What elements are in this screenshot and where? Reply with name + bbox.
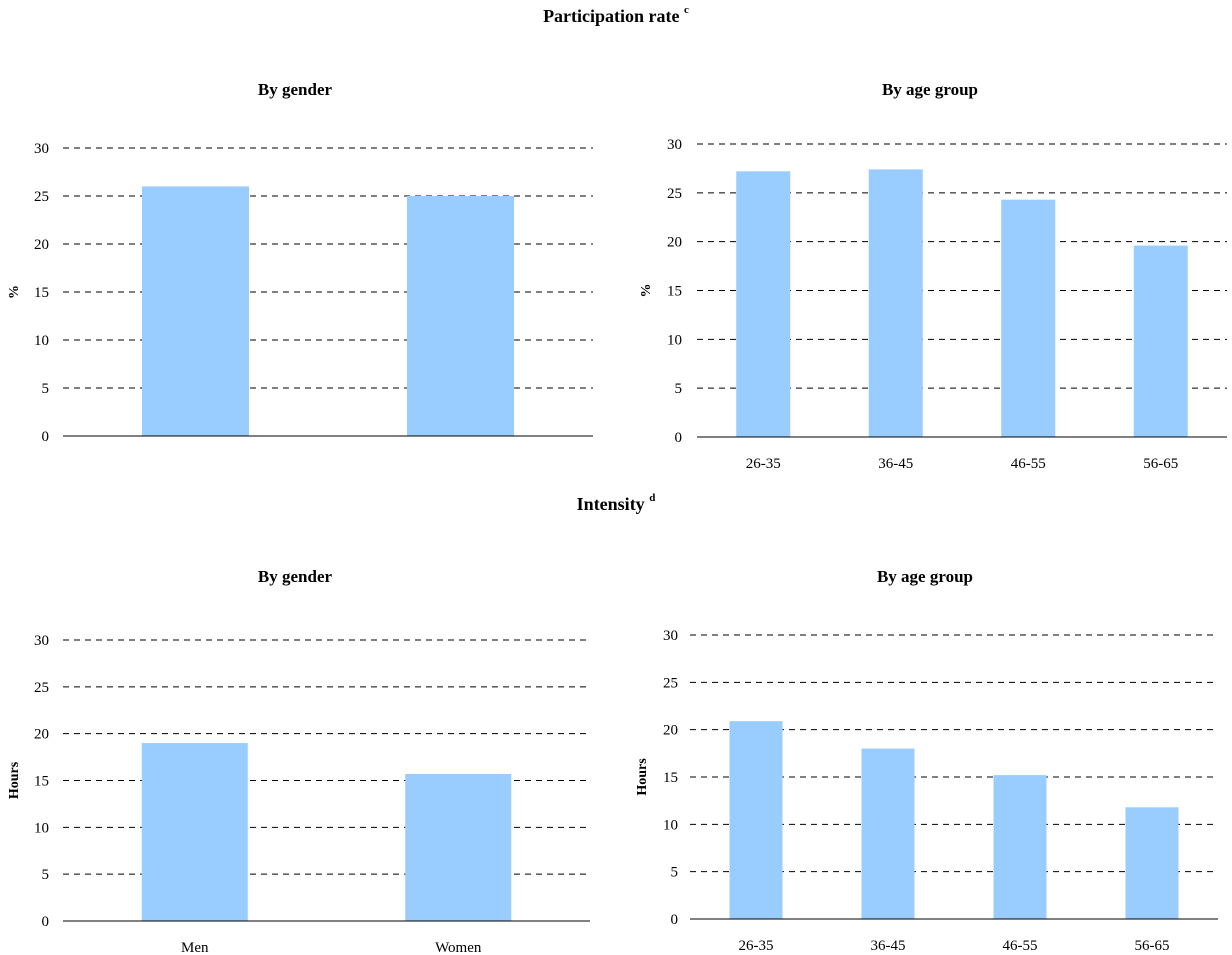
y-tick-label: 20 <box>667 235 682 251</box>
x-tick-label: 46-55 <box>1003 938 1038 954</box>
x-tick-label: 26-35 <box>746 456 781 472</box>
bar <box>1125 807 1179 919</box>
chart-title: By age group <box>877 567 973 586</box>
y-tick-label: 10 <box>34 333 49 349</box>
x-tick-label: 56-65 <box>1135 938 1170 954</box>
y-tick-label: 25 <box>663 675 678 691</box>
y-tick-label: 25 <box>34 680 49 696</box>
y-tick-label: 30 <box>667 137 682 153</box>
bar <box>1133 245 1188 437</box>
y-tick-label: 25 <box>34 189 49 205</box>
bar <box>729 721 783 919</box>
y-tick-label: 15 <box>34 285 49 301</box>
y-tick-label: 30 <box>34 633 49 649</box>
bar <box>868 169 923 438</box>
y-tick-label: 5 <box>675 381 683 397</box>
y-tick-label: 30 <box>663 628 678 644</box>
y-tick-label: 15 <box>663 770 678 786</box>
bar <box>405 773 512 921</box>
y-tick-label: 15 <box>667 284 682 300</box>
chart-title: By age group <box>882 80 978 99</box>
bar <box>861 748 915 919</box>
x-tick-label: 36-45 <box>878 456 913 472</box>
x-tick-label: 56-65 <box>1143 456 1178 472</box>
x-tick-label: 26-35 <box>739 938 774 954</box>
y-tick-label: 10 <box>34 820 49 836</box>
y-tick-label: 30 <box>34 141 49 157</box>
x-tick-label: Men <box>181 940 209 955</box>
y-tick-label: 5 <box>42 867 50 883</box>
bar <box>141 743 248 921</box>
x-tick-label: 46-55 <box>1011 456 1046 472</box>
y-tick-label: 0 <box>675 430 683 446</box>
bar <box>142 186 249 436</box>
bar <box>993 775 1047 919</box>
section-title-participation: Participation rate c <box>543 4 689 26</box>
y-tick-label: 20 <box>34 237 49 253</box>
y-tick-label: 10 <box>667 332 682 348</box>
y-axis-label: % <box>7 285 22 299</box>
y-tick-label: 0 <box>671 912 679 928</box>
y-axis-label: % <box>639 284 654 298</box>
section-title-intensity: Intensity d <box>576 492 656 514</box>
y-tick-label: 0 <box>42 429 50 445</box>
x-tick-label: 36-45 <box>871 938 906 954</box>
bar <box>736 171 791 437</box>
y-tick-label: 20 <box>663 723 678 739</box>
y-axis-label: Hours <box>635 758 650 796</box>
x-tick-label: Women <box>435 940 482 955</box>
chart-title: By gender <box>258 567 333 586</box>
y-tick-label: 0 <box>42 914 50 930</box>
y-tick-label: 20 <box>34 727 49 743</box>
y-tick-label: 10 <box>663 817 678 833</box>
y-tick-label: 25 <box>667 186 682 202</box>
bar <box>407 196 514 436</box>
y-tick-label: 15 <box>34 774 49 790</box>
y-tick-label: 5 <box>671 865 679 881</box>
bar <box>1001 199 1056 437</box>
y-tick-label: 5 <box>42 381 50 397</box>
y-axis-label: Hours <box>7 761 22 799</box>
chart-title: By gender <box>258 80 333 99</box>
